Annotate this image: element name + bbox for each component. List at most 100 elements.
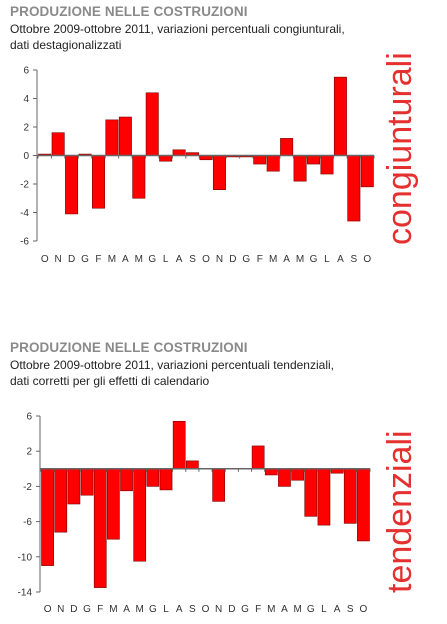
bar [212,155,226,191]
x-tick-label: A [334,604,341,615]
bar-chart-tendenziali: 62-2-6-10-14O N D G F M A M G L A S O N D G F M A M G L A S O [18,412,371,615]
side-label-congiunturali: congiunturali [381,52,419,245]
bar [347,155,361,222]
x-tick-label: S [189,604,196,615]
bar [51,132,65,156]
x-tick-label: M [269,254,277,265]
x-tick-label: L [163,604,169,615]
x-tick-label: M [296,254,304,265]
bar [264,468,278,476]
x-tick-label: G [310,254,318,265]
chart-panel-tendenziali: PRODUZIONE NELLE COSTRUZIONI Ottobre 200… [0,336,447,624]
x-tick-label: G [241,604,249,615]
bar [120,468,133,492]
y-tick-label: -2 [20,180,29,191]
bar [280,138,294,156]
bar [293,155,307,182]
x-tick-label: A [176,604,183,615]
x-tick-label: G [242,254,250,265]
y-tick-label: -2 [23,482,32,493]
y-tick-label: 2 [23,123,29,134]
x-tick-label: G [148,254,156,265]
x-tick-label: D [228,604,235,615]
bar [132,155,146,199]
chart-title: PRODUZIONE NELLE COSTRUZIONI [10,4,248,19]
bar [145,92,159,156]
x-tick-label: N [55,254,62,265]
x-tick-label: F [257,254,263,265]
bar [146,468,160,487]
x-tick-label: O [41,254,49,265]
x-tick-label: D [70,604,77,615]
bar [343,468,357,524]
y-tick-label: -6 [20,237,29,248]
chart-subtitle-line2: dati corretti per gli effetti di calenda… [10,374,210,388]
x-tick-label: S [189,254,196,265]
bar [357,468,370,542]
x-tick-label: A [283,254,290,265]
bar [266,155,280,172]
y-tick-label: 6 [26,412,32,423]
x-tick-label: A [281,604,288,615]
bar [159,155,173,162]
y-tick-label: 0 [23,151,29,162]
x-tick-label: M [108,254,116,265]
bar [317,468,331,526]
x-tick-label: F [95,254,101,265]
x-tick-label: D [229,254,236,265]
bar [93,468,107,588]
x-tick-label: M [136,604,144,615]
bar [172,149,186,156]
y-tick-label: 6 [23,66,29,77]
bar [107,468,120,540]
bar [65,155,79,215]
x-tick-label: S [351,254,358,265]
bar [251,445,265,470]
chart-subtitle-line1: Ottobre 2009-ottobre 2011, variazioni pe… [10,358,334,372]
x-tick-label: N [215,604,222,615]
x-tick-label: O [363,254,371,265]
x-tick-label: O [202,254,210,265]
x-tick-label: G [81,254,89,265]
x-tick-label: F [255,604,261,615]
x-tick-label: D [68,254,75,265]
x-tick-label: L [324,254,330,265]
bar [172,420,186,470]
x-tick-label: L [321,604,327,615]
x-tick-label: M [135,254,143,265]
bar [185,460,199,470]
x-tick-label: A [337,254,344,265]
bar [67,468,81,505]
x-tick-label: A [176,254,183,265]
x-tick-label: A [122,254,129,265]
bar [118,116,132,156]
bar [320,155,334,175]
x-tick-label: F [97,604,103,615]
bar [307,155,321,165]
x-tick-label: L [163,254,169,265]
bar [41,468,54,566]
y-tick-label: -6 [23,517,32,528]
bar [291,468,304,481]
x-tick-label: N [216,254,223,265]
y-tick-label: 2 [26,447,32,458]
bar [80,468,94,496]
bar [212,468,226,502]
x-tick-label: A [123,604,130,615]
x-tick-label: G [307,604,315,615]
chart-panel-congiunturali: PRODUZIONE NELLE COSTRUZIONI Ottobre 200… [0,0,447,300]
bar [360,155,374,188]
y-tick-label: -10 [18,552,33,563]
x-tick-label: M [267,604,275,615]
bar [159,468,173,491]
x-tick-label: M [109,604,117,615]
x-tick-label: O [202,604,210,615]
x-tick-label: M [293,604,301,615]
bar [304,468,318,517]
chart-subtitle-line2: dati destagionalizzati [10,38,122,52]
chart-title: PRODUZIONE NELLE COSTRUZIONI [10,340,248,355]
bar [333,76,347,156]
bar [278,468,291,487]
bar [91,155,105,209]
